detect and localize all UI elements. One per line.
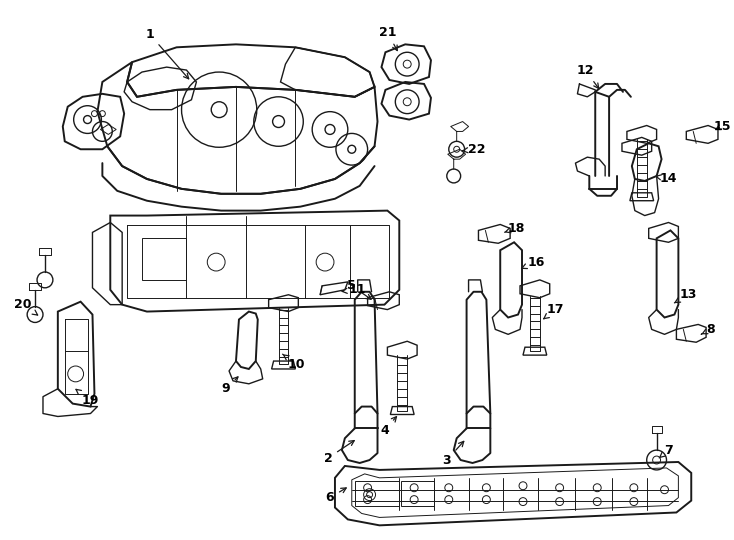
Text: 21: 21 <box>379 26 397 51</box>
Text: 1: 1 <box>145 28 189 79</box>
Text: 4: 4 <box>380 417 396 437</box>
Text: 2: 2 <box>324 441 355 464</box>
Text: 8: 8 <box>702 323 716 336</box>
Text: 6: 6 <box>326 488 346 504</box>
Text: 16: 16 <box>522 255 545 268</box>
Text: 11: 11 <box>342 284 366 296</box>
Text: 7: 7 <box>659 444 673 458</box>
Text: 15: 15 <box>713 120 730 133</box>
Text: 10: 10 <box>283 354 305 370</box>
Text: 19: 19 <box>76 389 99 407</box>
Text: 17: 17 <box>544 303 564 319</box>
Text: 13: 13 <box>675 288 697 303</box>
Text: 22: 22 <box>462 143 485 156</box>
Text: 5: 5 <box>347 279 371 299</box>
Text: 20: 20 <box>15 298 37 315</box>
Text: 18: 18 <box>504 222 525 235</box>
Text: 12: 12 <box>577 64 599 89</box>
Text: 3: 3 <box>443 441 464 467</box>
Text: 9: 9 <box>222 377 238 395</box>
Text: 14: 14 <box>656 172 677 185</box>
